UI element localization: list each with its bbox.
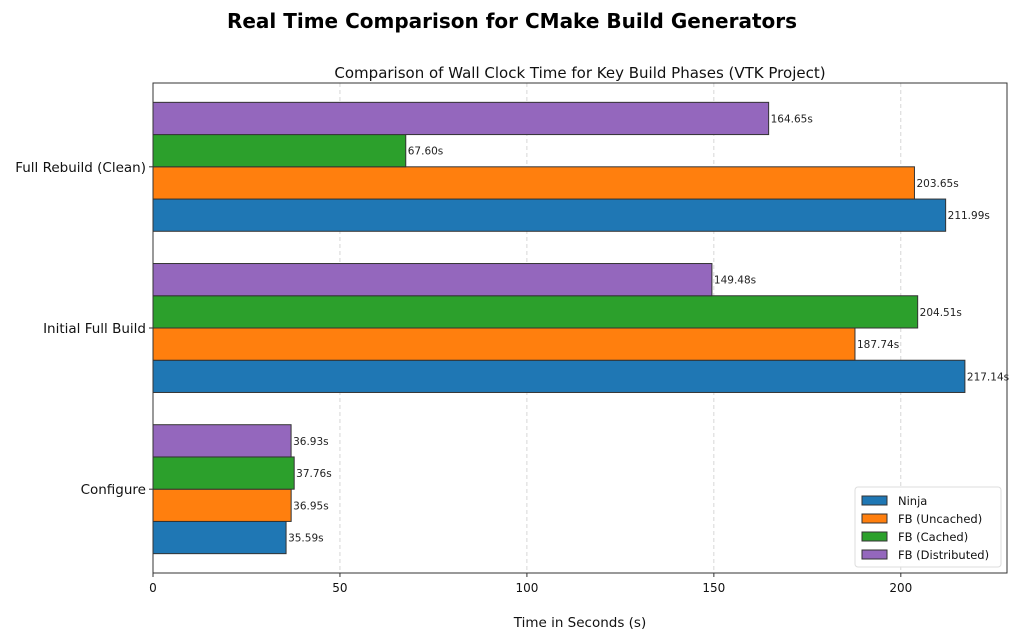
data-label: 36.93s	[293, 436, 329, 448]
legend-swatch	[861, 549, 888, 560]
bar-fb-uncached-full-rebuild-clean	[152, 166, 915, 200]
data-label: 67.60s	[408, 146, 444, 158]
data-labels: 35.59s 217.14s 211.99s 36.95s 187.74s 203.65s…	[288, 113, 1009, 544]
data-label: 217.14s	[967, 371, 1009, 383]
legend-label: FB (Distributed)	[898, 548, 989, 562]
legend-swatch	[861, 495, 888, 506]
bar-fb-distributed-configure	[152, 424, 292, 458]
data-label: 36.95s	[293, 500, 329, 512]
bar-fb-uncached-initial-full-build	[152, 327, 856, 361]
legend: Ninja FB (Uncached) FB (Cached) FB (Distrib…	[854, 486, 1002, 568]
chart-title: Comparison of Wall Clock Time for Key Bu…	[334, 64, 825, 82]
bar-fb-distributed-full-rebuild-clean	[152, 101, 770, 136]
x-tick-label: 200	[889, 581, 912, 595]
bar-ninja-configure	[152, 520, 287, 555]
data-label: 203.65s	[916, 178, 958, 190]
chart-suptitle: Real Time Comparison for CMake Build Gen…	[227, 9, 797, 33]
bar-ninja-initial-full-build	[152, 359, 966, 393]
x-tick-label: 0	[149, 581, 157, 595]
y-tick-label: Full Rebuild (Clean)	[15, 160, 146, 176]
bars	[152, 101, 966, 555]
bar-fb-cached-full-rebuild-clean	[152, 134, 407, 168]
y-axis-ticks: Configure Initial Full Build Full Rebuild …	[15, 160, 153, 498]
legend-swatch	[861, 513, 888, 524]
bar-ninja-full-rebuild-clean	[152, 198, 947, 232]
bar-fb-cached-initial-full-build	[152, 295, 919, 329]
x-axis-ticks: 0 50 100 150 200	[149, 573, 912, 595]
legend-label: Ninja	[898, 494, 927, 508]
bar-fb-distributed-initial-full-build	[152, 263, 713, 297]
data-label: 164.65s	[771, 113, 813, 125]
data-label: 37.76s	[296, 468, 332, 480]
y-tick-label: Configure	[81, 482, 146, 498]
y-tick-label: Initial Full Build	[43, 321, 146, 337]
data-label: 35.59s	[288, 533, 324, 545]
legend-label: FB (Uncached)	[898, 512, 982, 526]
legend-box	[854, 486, 1002, 568]
data-label: 187.74s	[857, 339, 899, 351]
bar-fb-uncached-configure	[152, 488, 292, 522]
data-label: 204.51s	[920, 307, 962, 319]
data-label: 211.99s	[948, 210, 990, 222]
legend-label: FB (Cached)	[898, 530, 968, 544]
legend-swatch	[861, 531, 888, 542]
x-tick-label: 100	[515, 581, 538, 595]
data-label: 149.48s	[714, 275, 756, 287]
x-axis-label: Time in Seconds (s)	[513, 615, 647, 631]
bar-fb-cached-configure	[152, 456, 295, 490]
x-tick-label: 150	[702, 581, 725, 595]
x-tick-label: 50	[332, 581, 347, 595]
